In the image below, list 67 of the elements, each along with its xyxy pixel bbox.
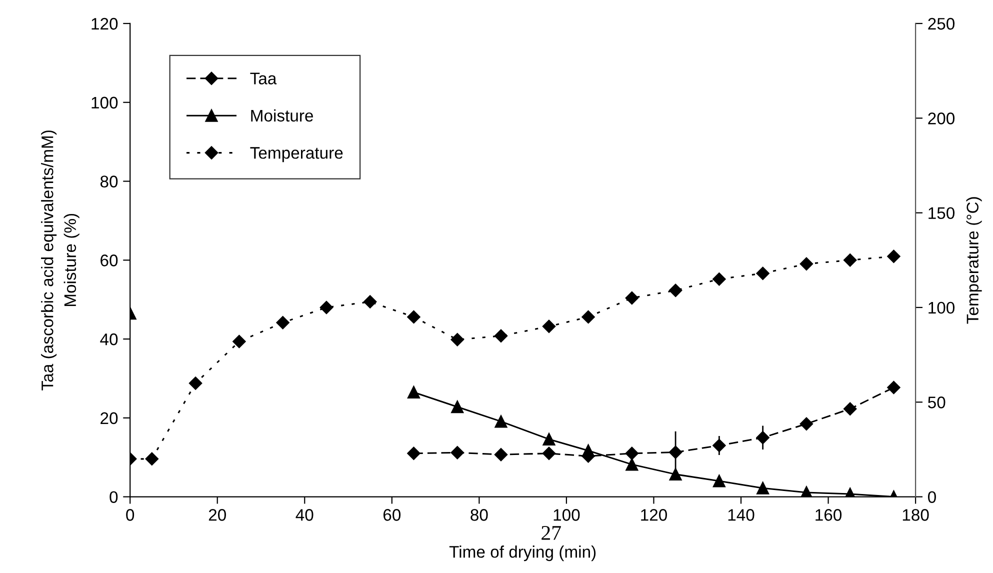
- y2-tick-label: 50: [928, 396, 946, 408]
- text: 27: [542, 526, 561, 540]
- point: [712, 438, 726, 452]
- point: [625, 291, 638, 305]
- point: [712, 474, 726, 488]
- point: [668, 446, 682, 459]
- y-tick-label: 40: [100, 333, 118, 346]
- point: [494, 329, 508, 342]
- y2-tick-label: 0: [928, 491, 936, 503]
- point: [494, 448, 508, 462]
- point: [407, 310, 420, 324]
- point: [407, 386, 420, 399]
- point: [887, 250, 900, 263]
- y-tick-label: 120: [92, 18, 118, 30]
- legend-label: Taa: [250, 72, 277, 84]
- point: [188, 376, 202, 390]
- point: [451, 400, 464, 414]
- y-tick-label: 60: [100, 254, 118, 266]
- y2-tick-label: 100: [928, 302, 955, 314]
- x-tick-label: 40: [296, 509, 314, 521]
- y2-tick-label: 250: [928, 18, 955, 30]
- point: [800, 257, 814, 271]
- point: [407, 446, 420, 460]
- point: [756, 266, 770, 280]
- x-tick-label: 140: [728, 509, 754, 521]
- point: [756, 482, 770, 494]
- y-tick-label: 0: [110, 491, 118, 503]
- point: [625, 446, 638, 460]
- y-tick-label: 100: [92, 96, 118, 109]
- point: [844, 254, 857, 267]
- x-tick-label: 160: [816, 509, 842, 521]
- point: [542, 432, 556, 446]
- x-tick-label: 80: [470, 509, 488, 521]
- x-tick-label: 0: [126, 509, 134, 521]
- point: [450, 333, 464, 346]
- point: [887, 380, 900, 394]
- legend-label: Moisture: [251, 109, 313, 122]
- point: [712, 272, 726, 286]
- x-tick-label: 180: [902, 509, 929, 521]
- point: [450, 446, 464, 460]
- y2-tick-label: 200: [928, 112, 955, 124]
- point: [626, 458, 638, 471]
- y2-tick-label: 150: [928, 207, 955, 220]
- point: [669, 468, 682, 481]
- point: [232, 334, 246, 348]
- x-axis-title: Time of drying (min): [449, 546, 596, 562]
- y-tick-label: 20: [100, 412, 118, 424]
- x-tick-label: 100: [554, 509, 580, 521]
- point: [542, 446, 556, 460]
- point: [582, 310, 595, 324]
- point: [145, 452, 158, 466]
- point: [756, 431, 770, 444]
- point: [844, 402, 857, 416]
- y2-axis-title: Temperature (°C): [966, 197, 982, 324]
- point: [668, 284, 682, 298]
- x-tick-label: 120: [641, 509, 667, 521]
- legend-label: Temperature: [250, 147, 343, 162]
- point: [320, 300, 334, 314]
- y-tick-label: 80: [100, 176, 118, 188]
- point: [494, 415, 508, 428]
- point: [800, 417, 814, 430]
- x-tick-label: 60: [383, 509, 401, 521]
- y-axis-title: Taa (ascorbic acid equivalents/mM) Moisture (%): [41, 130, 80, 390]
- point: [364, 295, 377, 308]
- point: [542, 320, 556, 333]
- point: [276, 316, 290, 330]
- x-tick-label: 20: [208, 509, 226, 521]
